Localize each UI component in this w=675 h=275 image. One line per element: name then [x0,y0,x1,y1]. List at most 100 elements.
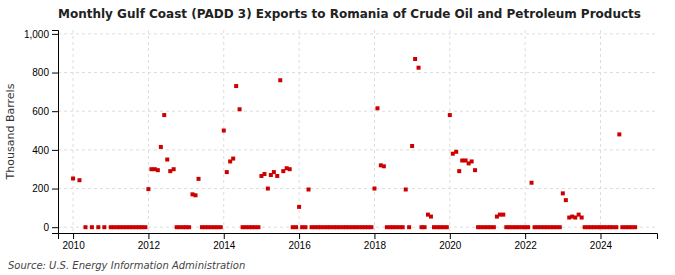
y-tick: 800 [32,67,58,78]
x-tick: 2010 [62,233,85,251]
point [231,157,235,161]
y-tick: 600 [32,106,58,117]
point [90,225,94,229]
x-tick-mark [299,233,300,239]
y-tick-label: 0 [43,222,49,233]
y-grid-line [58,111,657,112]
x-grid-line [600,30,601,233]
y-tick-mark [52,189,58,190]
point [77,178,81,182]
point [492,225,496,229]
point [501,213,505,217]
source-note: Source: U.S. Energy Information Administ… [8,260,245,271]
y-grid-line [58,72,657,73]
x-axis-line [59,234,658,240]
y-tick: 400 [32,145,58,156]
point [375,106,379,110]
point [382,164,386,168]
point [222,129,226,133]
point [219,225,223,229]
x-tick-mark [525,233,526,239]
x-tick-mark [73,233,74,239]
y-tick-label: 800 [32,67,49,78]
point [633,225,637,229]
point [275,174,279,178]
point [234,84,238,88]
point [96,225,100,229]
point [146,187,150,191]
point [278,78,282,82]
point [307,188,311,192]
x-tick-label: 2014 [213,240,236,251]
grid [58,30,657,233]
y-axis-line [52,31,59,234]
point [369,225,373,229]
point [197,177,201,181]
x-grid-line [525,30,526,233]
y-grid-line [58,33,657,34]
y-tick-label: 400 [32,145,49,156]
point [294,225,298,229]
y-tick-mark [52,73,58,74]
x-tick-label: 2016 [288,240,311,251]
x-tick-label: 2010 [62,240,85,251]
x-tick-mark [600,233,601,239]
point [617,132,621,136]
x-tick-mark [374,233,375,239]
y-tick-mark [52,111,58,112]
y-tick: 1,000 [24,29,58,40]
point [457,169,461,173]
chart-svg: 2010201220142016201820202022202402004006… [0,0,675,275]
point [272,170,276,174]
point [297,205,301,209]
x-axis: 20102012201420162018202020222024 [59,233,658,251]
x-grid-line [449,30,450,233]
y-tick: 200 [32,183,58,194]
x-tick-label: 2024 [590,240,613,251]
point [143,225,147,229]
x-tick-mark [148,233,149,239]
y-tick-label: 200 [32,183,49,194]
point [429,215,433,219]
x-tick-label: 2012 [138,240,161,251]
x-grid-line [299,30,300,233]
point [561,191,565,195]
point [401,225,405,229]
point [423,225,427,229]
x-tick-mark [224,233,225,239]
point [580,216,584,220]
x-tick: 2018 [364,233,387,251]
point [448,113,452,117]
y-tick-label: 1,000 [24,29,49,40]
x-grid-line [73,30,74,233]
point [413,57,417,61]
point [288,167,292,171]
point [172,167,176,171]
x-tick: 2016 [288,233,311,251]
y-tick-mark [52,150,58,151]
y-axis: 0 200 400 600 800 1,000 [24,29,59,234]
y-grid-line [58,149,657,150]
point [262,172,266,176]
point [410,144,414,148]
x-tick: 2020 [439,233,462,251]
point [470,159,474,163]
point [84,225,88,229]
point [304,225,308,229]
x-tick-label: 2018 [364,240,387,251]
point [473,168,477,172]
point [445,225,449,229]
y-axis-title: Thousand Barrels [4,83,17,180]
plot: 2010201220142016201820202022202402004006… [24,29,658,252]
point [159,145,163,149]
point [564,198,568,202]
point [417,66,421,70]
point [256,225,260,229]
point [530,181,534,185]
y-tick: 0 [43,222,58,233]
x-tick: 2024 [590,233,613,251]
chart-container: 2010201220142016201820202022202402004006… [0,0,675,275]
point [225,170,229,174]
x-tick-mark [450,233,451,239]
point [407,225,411,229]
